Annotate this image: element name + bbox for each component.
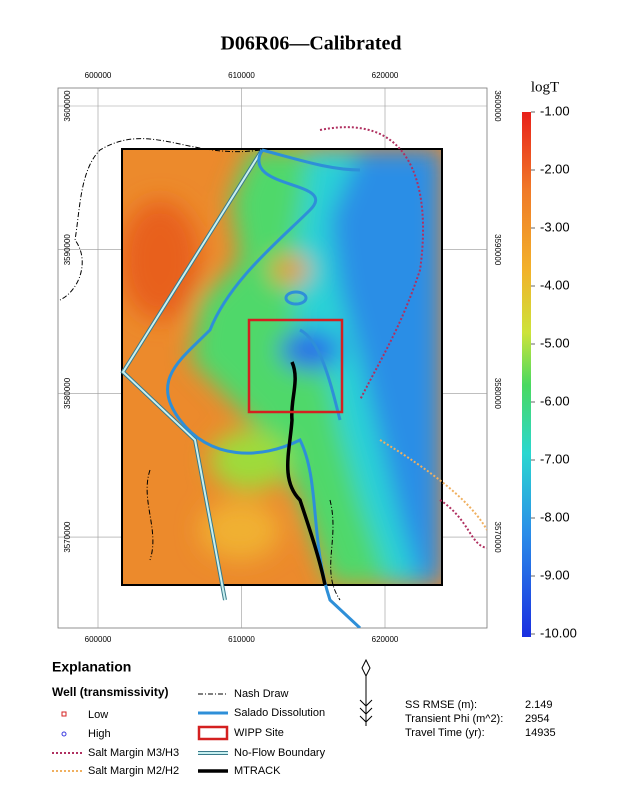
colorbar-tick-label: -10.00 (540, 625, 577, 640)
colorbar-tick-label: -3.00 (540, 219, 570, 234)
legend-symbol (61, 711, 67, 717)
stat-label: Travel Time (yr): (405, 727, 485, 739)
colorbar-title: logT (531, 79, 559, 95)
title: D06R06—Calibrated (220, 33, 401, 55)
colorbar-tick-label: -6.00 (540, 393, 570, 408)
y-tick-label: 3580000 (63, 377, 72, 409)
legend-label: WIPP Site (234, 727, 284, 739)
wipp-site (247, 318, 344, 414)
x-tick-label: 610000 (228, 635, 255, 644)
north-arrow (359, 658, 373, 726)
legend-label: Salt Margin M3/H3 (88, 747, 179, 759)
model-boundary (121, 148, 443, 586)
legend-label: Salado Dissolution (234, 707, 325, 719)
colorbar (522, 112, 531, 637)
stat-value: 2954 (525, 713, 549, 725)
legend-label: Nash Draw (234, 688, 288, 700)
legend-label: MTRACK (234, 765, 281, 777)
y-tick-label: 3570000 (63, 521, 72, 553)
transmissivity-raster (122, 149, 442, 585)
y-tick-label: 3580000 (493, 378, 502, 410)
y-tick-label: 3590000 (493, 234, 502, 266)
y-tick-label: 3600000 (493, 90, 502, 122)
y-tick-label: 3570000 (493, 522, 502, 554)
x-tick-label: 600000 (85, 71, 112, 80)
colorbar-tick-label: -2.00 (540, 161, 570, 176)
legend-symbol (197, 725, 229, 741)
colorbar-tick-label: -9.00 (540, 567, 570, 582)
colorbar-tick-label: -4.00 (540, 277, 570, 292)
colorbar-tick-label: -7.00 (540, 451, 570, 466)
legend-heading: Explanation (52, 659, 131, 675)
legend-subheading: Well (transmissivity) (52, 685, 168, 699)
y-tick-label: 3600000 (63, 90, 72, 122)
y-tick-label: 3590000 (63, 234, 72, 266)
legend-label: High (88, 728, 111, 740)
x-tick-label: 620000 (372, 635, 399, 644)
x-tick-label: 620000 (372, 71, 399, 80)
legend-label: Low (88, 709, 108, 721)
legend-label: No-Flow Boundary (234, 747, 326, 759)
legend-label: Salt Margin M2/H2 (88, 765, 179, 777)
stat-value: 14935 (525, 727, 556, 739)
x-tick-label: 600000 (85, 635, 112, 644)
map-features (59, 126, 487, 628)
stat-label: SS RMSE (m): (405, 699, 477, 711)
stat-label: Transient Phi (m^2): (405, 713, 503, 725)
stat-value: 2.149 (525, 699, 553, 711)
colorbar-tick-label: -5.00 (540, 335, 570, 350)
x-tick-label: 610000 (228, 71, 255, 80)
colorbar-tick-label: -8.00 (540, 509, 570, 524)
legend-symbol (61, 731, 67, 737)
colorbar-tick-label: -1.00 (540, 103, 570, 118)
